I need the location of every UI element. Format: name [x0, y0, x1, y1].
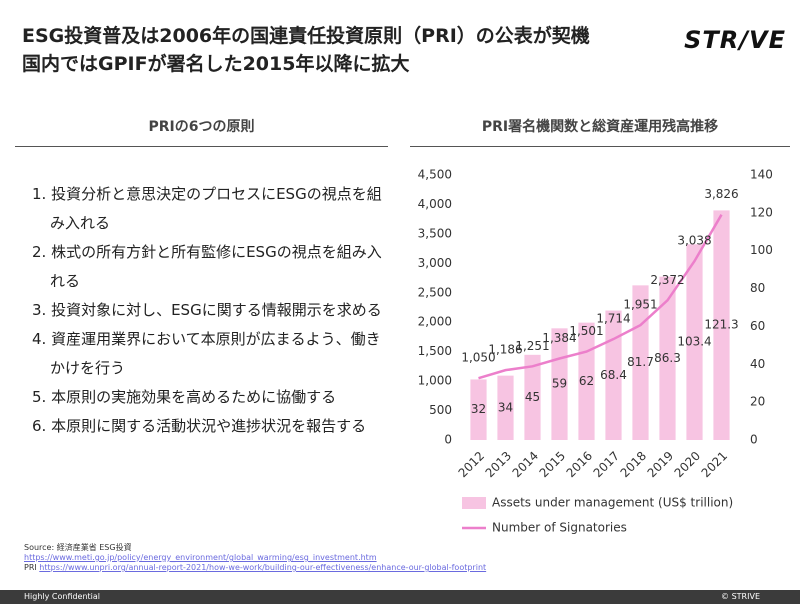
- y2-tick-label: 100: [750, 243, 773, 257]
- principle: 6. 本原則に関する活動状況や進捗状況を報告する: [32, 417, 367, 435]
- principle: 1. 投資分析と意思決定のプロセスにESGの視点を組み入れる: [32, 185, 382, 232]
- principles-list: 1. 投資分析と意思決定のプロセスにESGの視点を組み入れる 2. 株式の所有方針…: [32, 180, 382, 441]
- y-tick-label: 0: [444, 433, 452, 447]
- line-label: 3,038: [677, 234, 711, 248]
- bar: [470, 379, 487, 440]
- y-tick-label: 3,000: [418, 256, 452, 270]
- x-tick-label: 2019: [645, 449, 676, 480]
- line-label: 1,251: [515, 339, 549, 353]
- bar: [713, 210, 730, 440]
- confidential: Highly Confidential: [24, 592, 101, 601]
- x-tick-label: 2020: [672, 449, 703, 480]
- bar-label: 59: [552, 377, 567, 391]
- bar-label: 121.3: [704, 318, 738, 332]
- line-label: 3,826: [704, 187, 738, 201]
- bar-label: 81.7: [627, 355, 654, 369]
- title: ESG投資普及は2006年の国連責任投資原則（PRI）の公表が契機 国内ではGPI…: [22, 22, 590, 78]
- bar: [524, 354, 541, 440]
- source-label: PRI: [24, 563, 37, 572]
- x-tick-label: 2016: [564, 449, 595, 480]
- x-tick-label: 2014: [510, 449, 541, 480]
- source-link[interactable]: https://www.unpri.org/annual-report-2021…: [39, 563, 487, 572]
- bar: [632, 285, 649, 440]
- bar-label: 103.4: [677, 335, 711, 349]
- footer-bar: Highly Confidential © STRIVE: [0, 590, 800, 604]
- right-heading: PRI署名機関数と総資産運用残高推移: [410, 116, 790, 147]
- bar: [686, 244, 703, 440]
- line-label: 1,951: [623, 298, 657, 312]
- y-tick-label: 1,000: [418, 374, 452, 388]
- y2-tick-label: 60: [750, 319, 765, 333]
- title-line: ESG投資普及は2006年の国連責任投資原則（PRI）の公表が契機: [22, 25, 590, 47]
- x-tick-label: 2015: [537, 449, 568, 480]
- y2-tick-label: 20: [750, 395, 765, 409]
- line-label: 1,186: [488, 343, 522, 357]
- logo: STR/VE: [684, 26, 786, 54]
- principle: 2. 株式の所有方針と所有監修にESGの視点を組み入れる: [32, 243, 382, 290]
- y2-tick-label: 80: [750, 281, 765, 295]
- bar: [497, 375, 514, 440]
- left-heading: PRIの6つの原則: [15, 116, 388, 147]
- x-tick-label: 2012: [456, 449, 487, 480]
- bar-label: 68.4: [600, 368, 627, 382]
- legend-swatch: [462, 497, 486, 509]
- y-tick-label: 1,500: [418, 344, 452, 358]
- bar-label: 86.3: [654, 351, 681, 365]
- sources: Source: 経済産業省 ESG投資 https://www.meti.go.…: [24, 543, 486, 573]
- x-tick-label: 2021: [699, 449, 730, 480]
- y-tick-label: 500: [429, 403, 452, 417]
- x-tick-label: 2018: [618, 449, 649, 480]
- bar: [659, 276, 676, 440]
- line-label: 1,501: [569, 324, 603, 338]
- y-tick-label: 2,000: [418, 315, 452, 329]
- source-link[interactable]: https://www.meti.go.jp/policy/energy_env…: [24, 553, 377, 562]
- principle: 4. 資産運用業界において本原則が広まるよう、働きかけを行う: [32, 330, 381, 377]
- line: [478, 214, 723, 380]
- x-tick-label: 2013: [483, 449, 514, 480]
- legend-label: Number of Signatories: [492, 521, 627, 535]
- bar: [605, 310, 622, 440]
- y2-tick-label: 140: [750, 168, 773, 182]
- principle: 3. 投資対象に対し、ESGに関する情報開示を求める: [32, 301, 382, 319]
- x-tick-label: 2017: [591, 449, 622, 480]
- legend-label: Assets under management (US$ trillion): [492, 496, 733, 510]
- copyright: © STRIVE: [721, 592, 760, 601]
- bar-label: 34: [498, 400, 513, 414]
- bar-label: 62: [579, 374, 594, 388]
- source-text: Source: 経済産業省 ESG投資: [24, 543, 132, 552]
- bar-label: 45: [525, 390, 540, 404]
- y-tick-label: 3,500: [418, 226, 452, 240]
- line-label: 1,050: [461, 351, 495, 365]
- line-label: 1,714: [596, 312, 630, 326]
- bar-label: 32: [471, 402, 486, 416]
- title-line: 国内ではGPIFが署名した2015年以降に拡大: [22, 53, 410, 75]
- line-label: 2,372: [650, 273, 684, 287]
- chart: 0 500 1,000 1,500 2,000 2,500 3,000 3,500 4,000 4…: [418, 168, 773, 535]
- y2-tick-label: 40: [750, 357, 765, 371]
- y-tick-label: 4,000: [418, 197, 452, 211]
- y-tick-label: 2,500: [418, 285, 452, 299]
- line-label: 1,384: [542, 331, 576, 345]
- y2-tick-label: 120: [750, 205, 773, 219]
- y-tick-label: 4,500: [418, 168, 452, 182]
- y2-tick-label: 0: [750, 433, 758, 447]
- principle: 5. 本原則の実施効果を高めるために協働する: [32, 388, 337, 406]
